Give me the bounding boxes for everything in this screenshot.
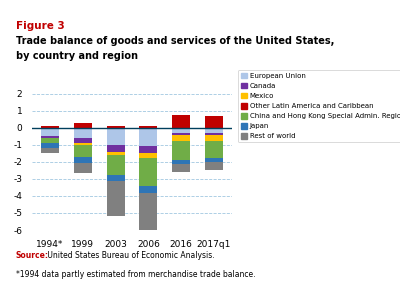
Bar (205, 133, 223, 135)
Bar (107, 155, 125, 176)
Bar (74, 128, 92, 138)
Bar (41, 148, 59, 153)
Text: by country and region: by country and region (16, 51, 138, 61)
Bar (41, 138, 59, 143)
Bar (205, 116, 223, 128)
Bar (74, 163, 92, 173)
Bar (41, 128, 59, 136)
Bar (172, 115, 190, 128)
Bar (74, 145, 92, 157)
Bar (205, 128, 223, 133)
Bar (172, 164, 190, 172)
Legend: European Union, Canada, Mexico, Other Latin America and Caribbean, China and Hon: European Union, Canada, Mexico, Other La… (238, 70, 400, 142)
Bar (139, 193, 157, 236)
Bar (139, 158, 157, 186)
Bar (139, 128, 157, 146)
Bar (74, 143, 92, 145)
Bar (139, 146, 157, 153)
Bar (139, 153, 157, 158)
Text: Trade balance of goods and services of the United States,: Trade balance of goods and services of t… (16, 36, 334, 46)
Bar (172, 128, 190, 133)
Bar (41, 136, 59, 138)
Bar (205, 162, 223, 170)
Bar (139, 186, 157, 193)
Bar (205, 141, 223, 158)
Text: Per cent of United States GDP: Per cent of United States GDP (35, 74, 189, 83)
Bar (107, 145, 125, 151)
Bar (107, 181, 125, 216)
Bar (172, 135, 190, 141)
Bar (205, 135, 223, 141)
Bar (74, 138, 92, 143)
Text: Source:: Source: (16, 251, 49, 260)
Bar (107, 126, 125, 128)
Bar (172, 160, 190, 164)
Bar (107, 128, 125, 145)
Text: *1994 data partly estimated from merchandise trade balance.: *1994 data partly estimated from merchan… (16, 270, 256, 279)
Bar (205, 158, 223, 162)
Bar (107, 151, 125, 155)
Bar (172, 133, 190, 135)
Text: Figure 3: Figure 3 (16, 21, 65, 31)
Text: United States Bureau of Economic Analysis.: United States Bureau of Economic Analysi… (45, 251, 214, 260)
Bar (41, 143, 59, 148)
Bar (74, 157, 92, 163)
Bar (172, 141, 190, 160)
Bar (41, 126, 59, 128)
Bar (107, 176, 125, 181)
Bar (74, 122, 92, 128)
Bar (139, 126, 157, 128)
